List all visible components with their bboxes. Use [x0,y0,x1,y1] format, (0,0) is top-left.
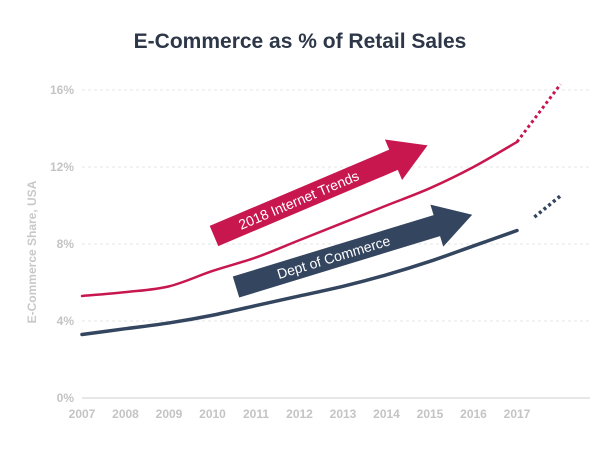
series-line-0 [80,140,519,298]
x-tick-labels: 2007 2008 2009 2010 2011 2012 2013 2014 2015 2016… [69,407,531,421]
y-tick-labels: 0% 4% 8% 12% 16% [50,83,74,405]
arrow-shape-dept-of-commerce [232,204,473,298]
y-tick-label: 8% [57,237,75,251]
x-tick-label: 2016 [460,407,487,421]
chart-title: E-Commerce as % of Retail Sales [133,30,467,53]
x-tick-label: 2010 [199,407,226,421]
x-tick-label: 2011 [243,407,269,421]
x-tick-label: 2017 [504,407,531,421]
series-projection-0 [515,83,562,143]
y-tick-label: 0% [57,391,75,405]
x-tick-label: 2014 [373,407,400,421]
x-tick-label: 2013 [330,407,357,421]
y-tick-label: 16% [50,83,74,97]
gridlines [82,89,590,399]
y-tick-label: 12% [50,160,74,174]
x-tick-label: 2012 [286,407,313,421]
y-axis-label: E-Commerce Share, USA [25,180,39,323]
series-label-dept-of-commerce: Dept of Commerce [275,232,392,282]
x-tick-label: 2015 [417,407,444,421]
arrow-shape-internet-trends [209,139,428,247]
x-tick-label: 2007 [69,407,96,421]
x-tick-label: 2009 [156,407,183,421]
series-lines [80,83,562,337]
series-line-1 [80,228,519,337]
y-tick-label: 4% [57,314,75,328]
series-projection-1 [533,194,562,219]
x-tick-label: 2008 [112,407,139,421]
